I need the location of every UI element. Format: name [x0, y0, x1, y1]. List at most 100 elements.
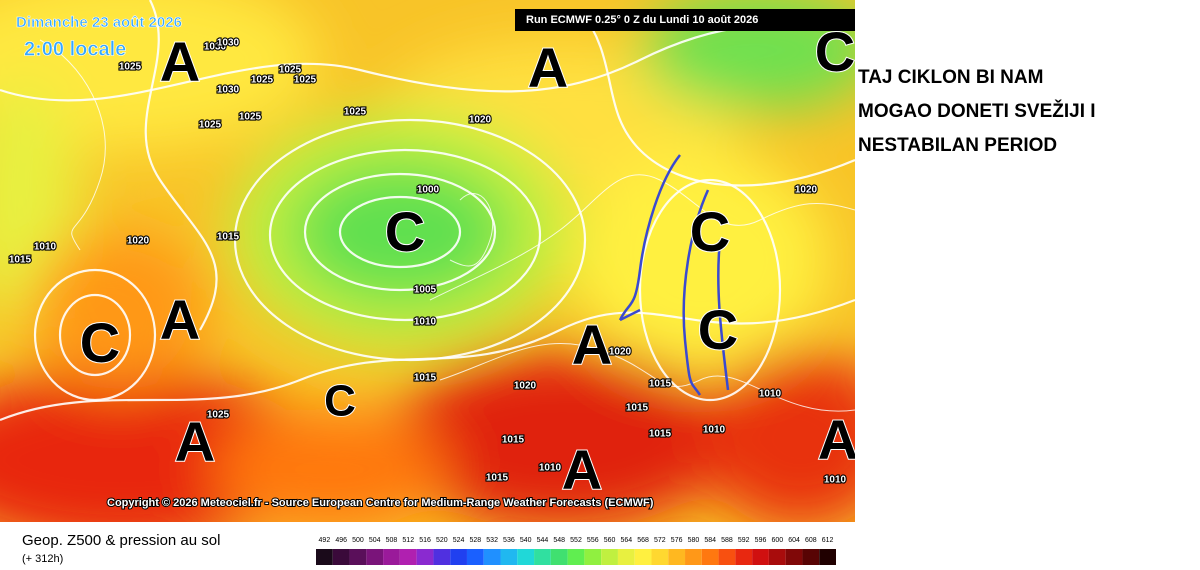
pressure-center: C [324, 377, 356, 426]
pressure-center: A [160, 30, 200, 93]
date: Dimanche 23 août 2026 [16, 14, 182, 31]
color-swatch [483, 549, 501, 565]
pressure-label: 1020 [469, 115, 492, 126]
color-swatch [735, 549, 753, 565]
color-swatch [651, 549, 669, 565]
pressure-label: 1010 [34, 242, 57, 253]
color-swatch [584, 549, 602, 565]
pressure-center: A [160, 288, 200, 351]
colorbar-label: 552 [570, 537, 582, 544]
color-swatch [550, 549, 568, 565]
pressure-label: 1025 [207, 410, 230, 421]
hand-drawn-lines [618, 154, 730, 396]
color-swatch [383, 549, 400, 565]
colorbar-label: 540 [520, 537, 532, 544]
colorbar-label: 496 [335, 537, 347, 544]
pressure-label: 1025 [294, 75, 317, 86]
colorbar-label: 544 [537, 537, 549, 544]
colorbar-label: 588 [721, 537, 733, 544]
colorbar-label: 536 [503, 537, 515, 544]
footer-lead: (+ 312h) [22, 553, 63, 565]
pressure-center: A [175, 410, 215, 473]
color-swatch [416, 549, 434, 565]
pressure-center: C [815, 20, 855, 83]
colorbar-label: 512 [402, 537, 414, 544]
color-swatch [399, 549, 417, 565]
colorbar-label: 532 [486, 537, 498, 544]
pressure-label: 1015 [414, 373, 437, 384]
color-swatch [450, 549, 467, 565]
colorbar-label: 528 [470, 537, 482, 544]
pressure-label: 1005 [414, 285, 437, 296]
color-swatch [601, 549, 618, 565]
caption-line: TAJ CIKLON BI NAM [858, 67, 1043, 88]
color-swatch [668, 549, 686, 565]
color-swatch [332, 549, 350, 565]
pressure-label: 1015 [9, 255, 32, 266]
pressure-label: 1015 [217, 232, 240, 243]
colorbar-label: 608 [805, 537, 817, 544]
colorbar-label: 584 [704, 537, 716, 544]
pressure-label: 1025 [251, 75, 274, 86]
pressure-label: 1030 [204, 42, 227, 53]
pressure-center: C [698, 298, 738, 361]
pressure-label: 1010 [824, 475, 847, 486]
colorbar-label: 612 [822, 537, 834, 544]
color-swatch [634, 549, 652, 565]
pressure-label: 1010 [759, 389, 782, 400]
colorbar-label: 592 [738, 537, 750, 544]
color-swatch [768, 549, 786, 565]
pressure-center: C [80, 311, 120, 374]
pressure-label: 1020 [609, 347, 632, 358]
colorbar-label: 516 [419, 537, 431, 544]
pressure-label: 1015 [649, 429, 672, 440]
color-swatch [701, 549, 719, 565]
copyright: Copyright © 2026 Meteociel.fr - Source E… [107, 497, 654, 509]
caption-line: MOGAO DONETI SVEŽIJI I [858, 100, 1096, 122]
color-swatch [466, 549, 484, 565]
colorbar-label: 604 [788, 537, 800, 544]
pressure-center: C [690, 200, 730, 263]
colorbar-label: 600 [771, 537, 783, 544]
colorbar-label: 524 [453, 537, 465, 544]
pressure-label: 1020 [514, 381, 537, 392]
color-swatch [785, 549, 803, 565]
color-swatch [534, 549, 551, 565]
pressure-label: 1025 [279, 65, 302, 76]
pressure-label: 1025 [119, 62, 142, 73]
color-swatch [802, 549, 820, 565]
pressure-label: 1010 [539, 463, 562, 474]
pressure-label: 1015 [486, 473, 509, 484]
colorbar-label: 504 [369, 537, 381, 544]
pressure-center: A [528, 36, 568, 99]
footer-title: Geop. Z500 & pression au sol [22, 532, 220, 549]
colorbar-label: 564 [620, 537, 632, 544]
pressure-label: 1000 [417, 185, 440, 196]
colorbar-label: 492 [319, 537, 331, 544]
color-swatch [752, 549, 769, 565]
pressure-label: 1025 [239, 112, 262, 123]
pressure-label: 1025 [344, 107, 367, 118]
colorbar-label: 500 [352, 537, 364, 544]
color-swatch [819, 549, 836, 565]
pressure-label: 1015 [649, 379, 672, 390]
pressure-label: 1020 [795, 185, 818, 196]
colorbar-label: 508 [386, 537, 398, 544]
time: 2:00 locale [24, 38, 126, 60]
coastlines [39, 39, 855, 412]
pressure-center: A [562, 438, 602, 501]
colorbar-label: 596 [755, 537, 767, 544]
color-swatch [718, 549, 736, 565]
pressure-label: 1020 [127, 236, 150, 247]
pressure-label: 1030 [217, 85, 240, 96]
pressure-label: 1010 [414, 317, 437, 328]
pressure-center: C [385, 200, 425, 263]
color-swatch [567, 549, 585, 565]
colorbar-label: 580 [688, 537, 700, 544]
pressure-label: 1025 [199, 120, 222, 131]
pressure-label: 1030 [217, 38, 240, 49]
pressure-label: 1015 [502, 435, 525, 446]
colorbar-label: 572 [654, 537, 666, 544]
color-swatch [366, 549, 384, 565]
